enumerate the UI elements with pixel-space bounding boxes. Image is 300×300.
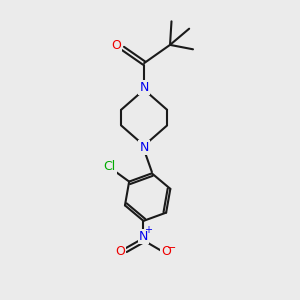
- Text: N: N: [140, 141, 149, 154]
- Text: O: O: [161, 245, 171, 258]
- Text: O: O: [112, 39, 122, 52]
- Text: N: N: [140, 81, 149, 94]
- Text: N: N: [139, 230, 148, 243]
- Text: −: −: [167, 243, 176, 253]
- Text: O: O: [116, 245, 125, 258]
- Text: +: +: [145, 225, 152, 235]
- Text: Cl: Cl: [103, 160, 116, 173]
